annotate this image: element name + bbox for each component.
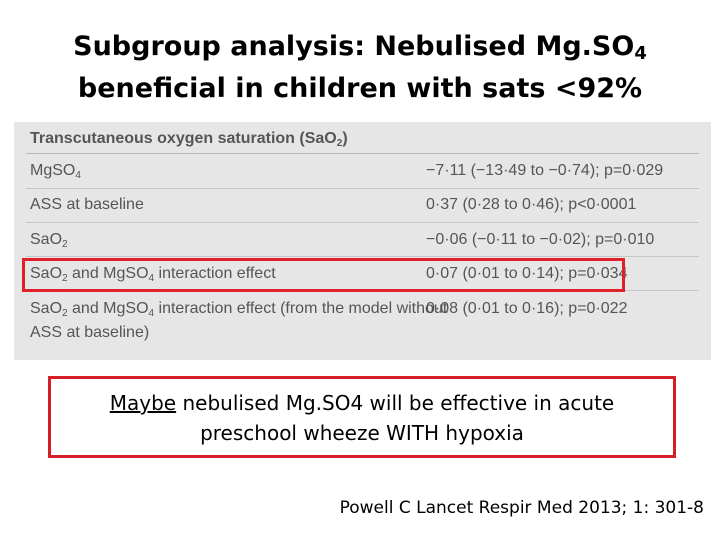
slide-title-line1: Subgroup analysis: Nebulised Mg.SO4 — [0, 26, 720, 68]
conclusion-box: Maybe nebulised Mg.SO4 will be effective… — [48, 376, 676, 458]
table-header-divider — [26, 153, 699, 154]
row-label: SaO2 and MgSO4 interaction effect — [30, 262, 276, 286]
slide-title: Subgroup analysis: Nebulised Mg.SO4 bene… — [0, 26, 720, 110]
row-label-subscript: 4 — [75, 170, 81, 181]
table-header-text: Transcutaneous oxygen saturation (SaO — [30, 130, 337, 147]
row-label-continuation: ASS at baseline) — [30, 324, 150, 341]
row-label-subscript: 2 — [62, 239, 68, 250]
row-value: 0·37 (0·28 to 0·46); p<0·0001 — [426, 196, 637, 213]
citation: Powell C Lancet Respir Med 2013; 1: 301-… — [339, 498, 704, 518]
row-value: 0·08 (0·01 to 0·16); p=0·022 — [426, 300, 628, 317]
row-value: −7·11 (−13·49 to −0·74); p=0·029 — [426, 162, 664, 179]
title-line1-subscript: 4 — [634, 43, 647, 64]
row-label-part: MgSO — [30, 162, 76, 179]
row-label-part: SaO — [30, 300, 63, 317]
row-label: MgSO4 — [30, 159, 81, 183]
row-label-subscript: 4 — [148, 273, 155, 284]
row-divider — [26, 256, 699, 257]
row-divider — [26, 188, 699, 189]
row-label-part: interaction effect (from the model witho… — [154, 300, 448, 317]
title-line1-text: Subgroup analysis: Nebulised Mg.SO — [73, 31, 635, 62]
row-divider — [26, 222, 699, 223]
conclusion-line1: Maybe nebulised Mg.SO4 will be effective… — [51, 388, 673, 418]
table-header-subscript: 2 — [336, 138, 343, 149]
row-label-part: interaction effect — [154, 265, 276, 282]
row-label: SaO2 and MgSO4 interaction effect (from … — [30, 297, 447, 321]
results-table-image: Transcutaneous oxygen saturation (SaO2) … — [14, 122, 711, 360]
table-header: Transcutaneous oxygen saturation (SaO2) — [30, 130, 348, 149]
row-label-part: SaO — [30, 231, 63, 248]
row-value: 0·07 (0·01 to 0·14); p=0·034 — [426, 265, 628, 282]
row-label-part: and MgSO — [67, 265, 149, 282]
row-label-part: SaO — [30, 265, 63, 282]
conclusion-emphasis: Maybe — [109, 391, 177, 415]
row-label-subscript: 2 — [62, 273, 68, 284]
row-value: −0·06 (−0·11 to −0·02); p=0·010 — [426, 231, 655, 248]
row-label: SaO2 — [30, 228, 68, 252]
conclusion-line2: preschool wheeze WITH hypoxia — [200, 421, 524, 445]
conclusion-line1-text: nebulised Mg.SO4 will be effective in ac… — [176, 391, 615, 415]
row-label-subscript: 2 — [62, 308, 68, 319]
highlight-box — [22, 258, 625, 292]
row-label: ASS at baseline — [30, 196, 144, 213]
table-header-close: ) — [342, 130, 348, 147]
row-label-part: and MgSO — [67, 300, 149, 317]
slide-title-line2: beneficial in children with sats <92% — [77, 73, 643, 104]
row-label-subscript: 4 — [148, 308, 155, 319]
